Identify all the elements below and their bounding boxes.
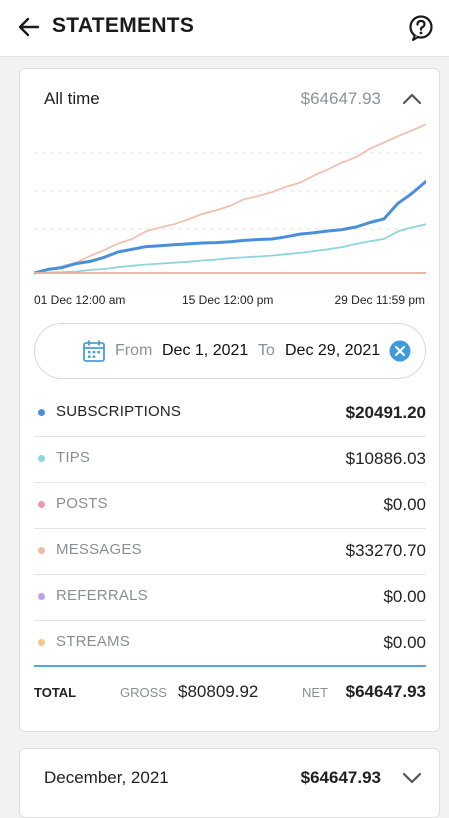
category-label: MESSAGES: [56, 541, 142, 558]
x-tick-label: 01 Dec 12:00 am: [34, 293, 126, 307]
close-circle-icon[interactable]: [389, 340, 411, 362]
legend-dot: [38, 593, 45, 600]
legend-dot: [38, 455, 45, 462]
category-value: $0.00: [383, 633, 426, 652]
net-label: NET: [302, 685, 328, 700]
category-value: $0.00: [383, 495, 426, 514]
net-value: $64647.93: [345, 682, 426, 701]
to-date-value[interactable]: Dec 29, 2021: [285, 342, 381, 359]
x-tick-label: 29 Dec 11:59 pm: [334, 293, 426, 307]
gross-value: $80809.92: [178, 682, 259, 701]
category-value: $10886.03: [345, 449, 426, 468]
month-amount: $64647.93: [300, 768, 381, 787]
category-label: STREAMS: [56, 633, 130, 650]
from-date-value[interactable]: Dec 1, 2021: [162, 342, 249, 359]
series-line-messages: [34, 123, 426, 274]
legend-dot: [38, 639, 45, 646]
totals-row: TOTAL GROSS $80809.92 NET $64647.93: [34, 681, 426, 711]
earnings-line-chart: [34, 123, 426, 275]
month-label: December, 2021: [44, 768, 169, 787]
gross-label: GROSS: [120, 685, 167, 700]
period-amount: $64647.93: [300, 89, 381, 108]
period-label: All time: [44, 89, 100, 108]
x-tick-label: 15 Dec 12:00 pm: [182, 293, 274, 307]
category-row-subscriptions: SUBSCRIPTIONS $20491.20: [34, 391, 426, 437]
all-time-statement-card: All time $64647.93 01 Dec 12:00 am 15 De…: [19, 68, 440, 732]
category-row-streams: STREAMS $0.00: [34, 621, 426, 667]
help-circle-icon[interactable]: [407, 14, 435, 42]
legend-dot: [38, 501, 45, 508]
arrow-left-icon[interactable]: [14, 12, 44, 42]
top-bar: STATEMENTS: [0, 0, 449, 57]
series-line-tips: [34, 223, 426, 274]
category-row-posts: POSTS $0.00: [34, 483, 426, 529]
legend-dot: [38, 547, 45, 554]
chevron-down-icon[interactable]: [397, 763, 427, 793]
category-value: $33270.70: [345, 541, 426, 560]
category-label: POSTS: [56, 495, 108, 512]
date-range-picker[interactable]: From Dec 1, 2021 To Dec 29, 2021: [34, 323, 426, 379]
category-row-referrals: REFERRALS $0.00: [34, 575, 426, 621]
chevron-up-icon[interactable]: [397, 84, 427, 114]
from-label: From: [115, 342, 153, 359]
category-row-messages: MESSAGES $33270.70: [34, 529, 426, 575]
page-title: STATEMENTS: [52, 14, 195, 37]
calendar-icon: [83, 340, 105, 362]
category-value: $20491.20: [345, 403, 426, 422]
category-row-tips: TIPS $10886.03: [34, 437, 426, 483]
legend-dot: [38, 409, 45, 416]
category-label: TIPS: [56, 449, 91, 466]
series-line-subscriptions: [34, 179, 426, 275]
category-label: REFERRALS: [56, 587, 148, 604]
category-value: $0.00: [383, 587, 426, 606]
category-label: SUBSCRIPTIONS: [56, 403, 182, 420]
month-statement-card[interactable]: December, 2021 $64647.93: [19, 748, 440, 818]
total-label: TOTAL: [34, 685, 77, 700]
to-label: To: [258, 342, 275, 359]
